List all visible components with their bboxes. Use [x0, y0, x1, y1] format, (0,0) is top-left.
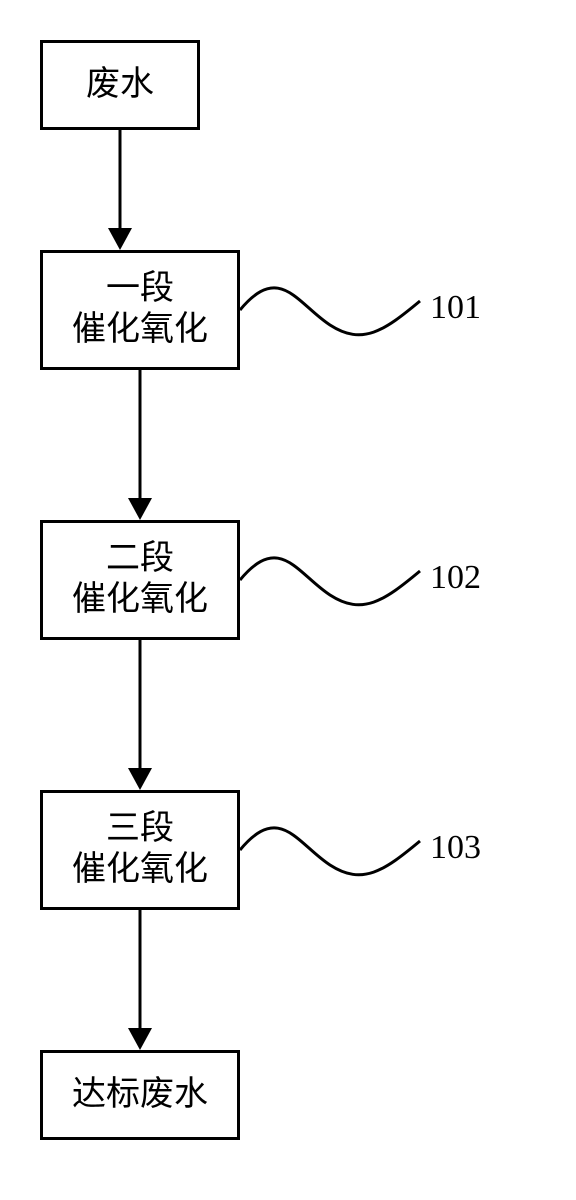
- flow-arrow: [0, 0, 576, 1200]
